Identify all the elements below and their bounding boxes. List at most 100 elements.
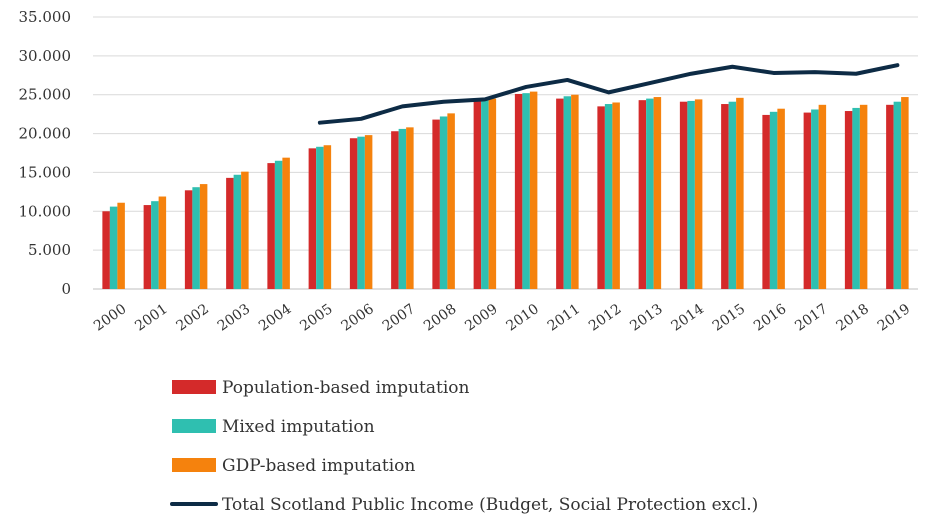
y-tick-label: 30.000 [19, 47, 72, 65]
bars [102, 92, 908, 289]
y-tick-label: 15.000 [19, 163, 72, 181]
x-tick-label: 2015 [710, 301, 748, 335]
bar-population-based-imputation-2010 [515, 94, 523, 289]
y-tick-label: 20.000 [19, 125, 72, 143]
bar-population-based-imputation-2009 [474, 100, 482, 289]
x-tick-label: 2019 [875, 301, 913, 335]
x-tick-label: 2004 [256, 301, 294, 335]
bar-population-based-imputation-2006 [350, 138, 358, 289]
y-tick-label: 25.000 [19, 86, 72, 104]
bar-gdp-based-imputation-2011 [571, 95, 579, 289]
bar-gdp-based-imputation-2007 [406, 127, 414, 289]
bar-gdp-based-imputation-2008 [447, 113, 455, 289]
bar-population-based-imputation-2013 [639, 100, 647, 289]
gridlines [93, 17, 918, 289]
bar-gdp-based-imputation-2018 [860, 105, 868, 289]
x-tick-label: 2018 [834, 301, 872, 335]
bar-population-based-imputation-2007 [391, 131, 399, 289]
bar-gdp-based-imputation-2002 [200, 184, 208, 289]
bar-gdp-based-imputation-2015 [736, 98, 744, 289]
x-tick-label: 2000 [91, 301, 129, 335]
bar-mixed-imputation-2007 [399, 129, 407, 289]
bar-mixed-imputation-2010 [522, 93, 530, 289]
x-tick-label: 2002 [174, 301, 212, 335]
bar-mixed-imputation-2013 [646, 99, 654, 289]
bar-gdp-based-imputation-2014 [695, 99, 703, 289]
legend-label: GDP-based imputation [222, 456, 415, 476]
bar-population-based-imputation-2004 [267, 163, 275, 289]
bar-mixed-imputation-2014 [687, 101, 695, 289]
x-tick-label: 2016 [751, 301, 789, 335]
bar-population-based-imputation-2003 [226, 178, 234, 289]
bar-gdp-based-imputation-2009 [489, 99, 497, 289]
bar-gdp-based-imputation-2013 [654, 97, 662, 289]
bar-population-based-imputation-2011 [556, 99, 564, 289]
bar-population-based-imputation-2001 [144, 205, 152, 289]
legend-label: Total Scotland Public Income (Budget, So… [222, 495, 758, 515]
bar-mixed-imputation-2000 [110, 207, 118, 289]
x-tick-label: 2010 [504, 301, 542, 335]
bar-mixed-imputation-2005 [316, 147, 324, 289]
bar-population-based-imputation-2012 [597, 106, 605, 289]
bar-mixed-imputation-2018 [852, 108, 860, 289]
bar-mixed-imputation-2012 [605, 104, 613, 289]
x-tick-label: 2003 [215, 301, 253, 335]
legend-swatch [172, 380, 216, 394]
y-tick-label: 35.000 [19, 8, 72, 26]
x-tick-label: 2007 [380, 301, 418, 335]
bar-population-based-imputation-2002 [185, 190, 193, 289]
bar-population-based-imputation-2008 [432, 120, 440, 289]
y-tick-label: 5.000 [28, 241, 71, 259]
bar-mixed-imputation-2003 [234, 175, 242, 289]
legend-swatch [172, 458, 216, 472]
bar-gdp-based-imputation-2005 [324, 145, 332, 289]
legend: Population-based imputation Mixed imputat… [172, 378, 758, 515]
bar-population-based-imputation-2000 [102, 211, 110, 289]
bar-mixed-imputation-2006 [357, 137, 365, 289]
bar-gdp-based-imputation-2003 [241, 172, 249, 289]
x-tick-label: 2006 [339, 301, 377, 335]
bar-gdp-based-imputation-2016 [777, 109, 785, 289]
x-tick-label: 2009 [462, 301, 500, 335]
bar-mixed-imputation-2017 [811, 109, 819, 289]
x-tick-label: 2005 [297, 301, 335, 335]
x-tick-label: 2008 [421, 301, 459, 335]
bar-gdp-based-imputation-2012 [612, 102, 620, 289]
legend-label: Mixed imputation [222, 417, 375, 437]
x-tick-label: 2014 [669, 301, 707, 335]
legend-label: Population-based imputation [222, 378, 470, 398]
bar-gdp-based-imputation-2004 [282, 158, 290, 289]
x-tick-label: 2011 [545, 301, 583, 335]
bar-population-based-imputation-2018 [845, 111, 853, 289]
bar-mixed-imputation-2016 [770, 112, 778, 289]
bar-population-based-imputation-2005 [309, 148, 317, 289]
bar-gdp-based-imputation-2001 [159, 197, 167, 289]
bar-population-based-imputation-2014 [680, 102, 688, 289]
x-tick-label: 2013 [627, 301, 665, 335]
bar-population-based-imputation-2019 [886, 105, 894, 289]
bar-mixed-imputation-2019 [894, 102, 902, 289]
bar-gdp-based-imputation-2017 [819, 105, 827, 289]
y-axis-ticks: 0 5.000 10.000 15.000 20.000 25.000 30.000 35.0… [19, 8, 72, 298]
bar-mixed-imputation-2002 [192, 187, 200, 289]
bar-population-based-imputation-2015 [721, 104, 729, 289]
x-tick-label: 2012 [586, 301, 624, 335]
bar-gdp-based-imputation-2000 [117, 203, 125, 289]
bar-gdp-based-imputation-2010 [530, 92, 538, 289]
bar-mixed-imputation-2009 [481, 99, 489, 289]
y-tick-label: 10.000 [19, 202, 72, 220]
bar-population-based-imputation-2016 [762, 115, 770, 289]
bar-mixed-imputation-2004 [275, 161, 283, 289]
bar-gdp-based-imputation-2019 [901, 97, 909, 289]
bar-mixed-imputation-2008 [440, 116, 448, 289]
bar-mixed-imputation-2011 [564, 96, 572, 289]
bar-gdp-based-imputation-2006 [365, 135, 373, 289]
y-tick-label: 0 [61, 280, 71, 298]
bar-mixed-imputation-2015 [729, 102, 737, 289]
bar-mixed-imputation-2001 [151, 201, 159, 289]
bar-population-based-imputation-2017 [804, 113, 812, 289]
legend-swatch [172, 419, 216, 433]
